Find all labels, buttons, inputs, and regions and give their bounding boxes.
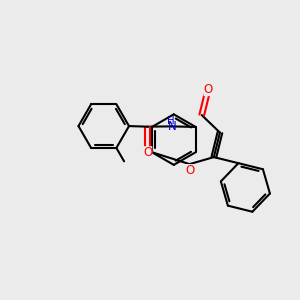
Text: O: O — [204, 83, 213, 96]
Text: H: H — [167, 116, 174, 126]
Text: O: O — [143, 146, 152, 159]
Text: N: N — [168, 120, 177, 133]
Text: O: O — [185, 164, 194, 177]
